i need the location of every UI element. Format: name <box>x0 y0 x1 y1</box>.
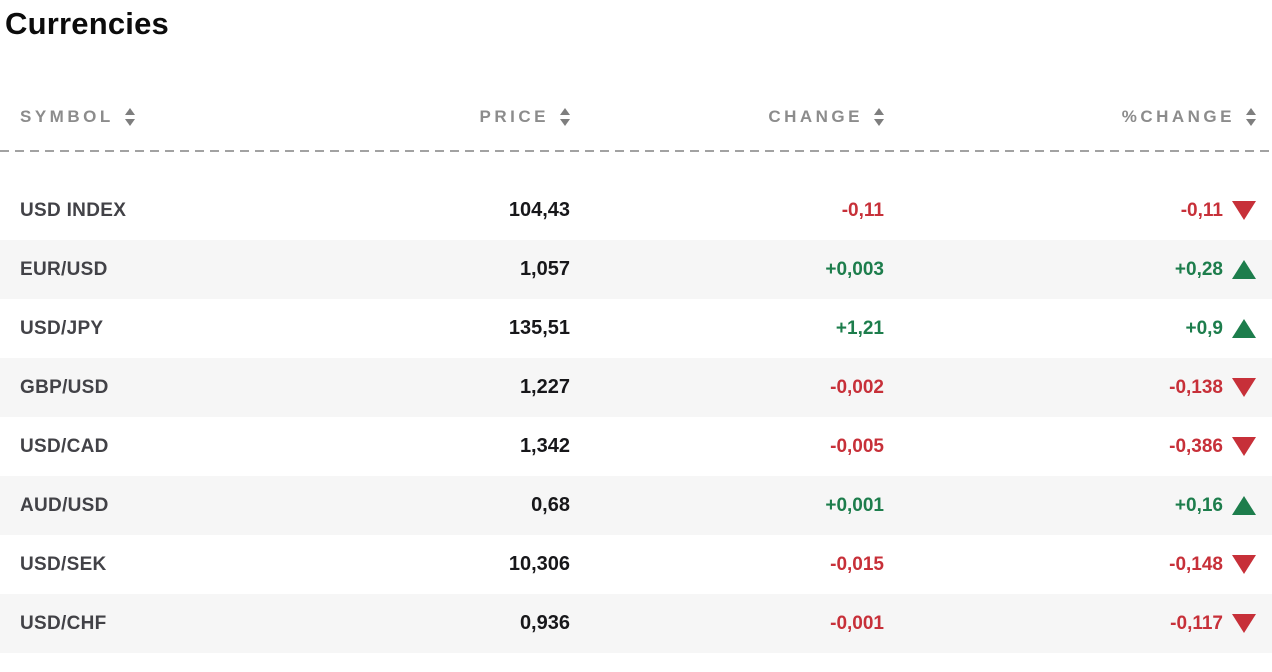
trend-arrow-icon <box>1232 319 1256 338</box>
pct-change-value: +0,16 <box>1174 494 1223 516</box>
pct-change-value: -0,11 <box>1180 199 1223 221</box>
trend-arrow-icon <box>1232 555 1256 574</box>
price-cell: 0,936 <box>519 612 570 634</box>
symbol-cell[interactable]: GBP/USD <box>20 376 109 398</box>
symbol-cell[interactable]: USD/CHF <box>20 612 107 634</box>
change-cell: -0,001 <box>830 612 884 634</box>
table-row: USD INDEX 104,43 -0,11 -0,11 <box>0 181 1272 240</box>
symbol-cell[interactable]: USD/CAD <box>20 435 109 457</box>
symbol-cell[interactable]: USD/SEK <box>20 553 107 575</box>
table-row: USD/SEK 10,306 -0,015 -0,148 <box>0 535 1272 594</box>
price-cell: 1,227 <box>519 376 570 398</box>
pct-change-value: -0,117 <box>1170 612 1223 634</box>
table-header-row: SYMBOL PRICE CHANGE %CHANGE <box>0 97 1272 137</box>
pct-change-cell: -0,117 <box>884 613 1256 635</box>
header-divider-dashed <box>0 150 1272 152</box>
price-cell: 0,68 <box>531 494 570 516</box>
table-row: AUD/USD 0,68 +0,001 +0,16 <box>0 476 1272 535</box>
sort-arrows-icon[interactable] <box>874 108 884 126</box>
table-row: EUR/USD 1,057 +0,003 +0,28 <box>0 240 1272 299</box>
header-label-pct-change: %CHANGE <box>1121 107 1235 126</box>
symbol-cell[interactable]: USD INDEX <box>20 199 127 221</box>
change-cell: -0,005 <box>830 435 884 457</box>
symbol-cell[interactable]: EUR/USD <box>20 258 108 280</box>
sort-arrows-icon[interactable] <box>560 108 570 126</box>
trend-arrow-icon <box>1232 260 1256 279</box>
change-cell: -0,002 <box>830 376 884 398</box>
header-cell-price[interactable]: PRICE <box>300 107 570 127</box>
price-cell: 104,43 <box>508 199 570 221</box>
trend-arrow-icon <box>1232 437 1256 456</box>
pct-change-cell: +0,9 <box>884 318 1256 340</box>
sort-arrows-icon[interactable] <box>124 108 135 126</box>
header-cell-change[interactable]: CHANGE <box>570 107 884 127</box>
change-cell: +0,003 <box>825 258 884 280</box>
trend-arrow-icon <box>1232 378 1256 397</box>
change-cell: -0,015 <box>830 553 884 575</box>
pct-change-cell: -0,11 <box>884 200 1256 222</box>
table-row: USD/CAD 1,342 -0,005 -0,386 <box>0 417 1272 476</box>
change-cell: +1,21 <box>835 317 884 339</box>
table-row: GBP/USD 1,227 -0,002 -0,138 <box>0 358 1272 417</box>
symbol-cell[interactable]: AUD/USD <box>20 494 109 516</box>
header-cell-pct-change[interactable]: %CHANGE <box>884 107 1256 127</box>
trend-arrow-icon <box>1232 496 1256 515</box>
symbol-cell[interactable]: USD/JPY <box>20 317 104 339</box>
price-cell: 1,057 <box>519 258 570 280</box>
page-title: Currencies <box>5 6 169 41</box>
pct-change-cell: -0,138 <box>884 377 1256 399</box>
price-cell: 135,51 <box>508 317 570 339</box>
pct-change-cell: -0,386 <box>884 436 1256 458</box>
table-row: USD/CHF 0,936 -0,001 -0,117 <box>0 594 1272 653</box>
pct-change-value: +0,9 <box>1185 317 1223 339</box>
price-cell: 10,306 <box>508 553 570 575</box>
table-body: USD INDEX 104,43 -0,11 -0,11 EUR/USD 1,0… <box>0 181 1272 653</box>
trend-arrow-icon <box>1232 614 1256 633</box>
price-cell: 1,342 <box>519 435 570 457</box>
header-cell-symbol[interactable]: SYMBOL <box>20 107 300 127</box>
change-cell: +0,001 <box>825 494 884 516</box>
pct-change-cell: +0,28 <box>884 259 1256 281</box>
pct-change-value: +0,28 <box>1174 258 1223 280</box>
pct-change-value: -0,386 <box>1169 435 1223 457</box>
header-label-price: PRICE <box>479 107 549 126</box>
currencies-table: SYMBOL PRICE CHANGE %CHANGE USD INDEX 10… <box>0 97 1272 653</box>
pct-change-cell: +0,16 <box>884 495 1256 517</box>
sort-arrows-icon[interactable] <box>1246 108 1256 126</box>
pct-change-value: -0,138 <box>1169 376 1223 398</box>
pct-change-cell: -0,148 <box>884 554 1256 576</box>
change-cell: -0,11 <box>841 199 884 221</box>
header-label-symbol: SYMBOL <box>20 107 114 126</box>
table-row: USD/JPY 135,51 +1,21 +0,9 <box>0 299 1272 358</box>
header-label-change: CHANGE <box>768 107 863 126</box>
trend-arrow-icon <box>1232 201 1256 220</box>
pct-change-value: -0,148 <box>1169 553 1223 575</box>
